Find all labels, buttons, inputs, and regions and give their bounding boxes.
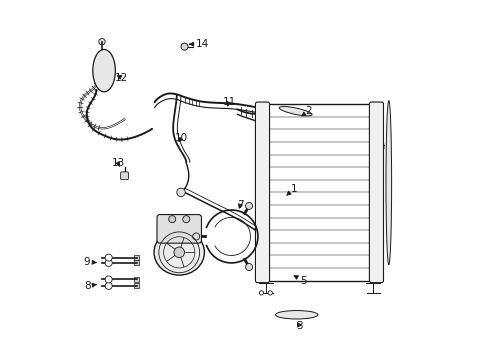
Text: 3: 3 [296,321,302,332]
Text: 12: 12 [115,73,128,83]
Ellipse shape [260,143,265,265]
Circle shape [105,282,112,289]
Circle shape [192,233,199,240]
Text: 8: 8 [83,281,96,291]
FancyBboxPatch shape [255,102,269,283]
Text: 10: 10 [175,133,188,143]
Text: 2: 2 [301,106,311,116]
Circle shape [99,39,105,45]
Bar [267,104,371,280]
Circle shape [174,247,184,258]
Text: 1: 1 [286,184,297,195]
Circle shape [105,254,112,261]
Circle shape [245,264,252,270]
Circle shape [176,188,185,197]
Ellipse shape [275,311,317,319]
Bar [134,255,139,260]
FancyBboxPatch shape [121,172,128,180]
Text: 7: 7 [237,200,243,210]
Bar [134,277,139,282]
Circle shape [245,202,252,210]
Text: 4: 4 [256,165,262,174]
Circle shape [259,291,263,295]
Text: 13: 13 [111,158,124,168]
Text: 9: 9 [83,257,96,267]
FancyBboxPatch shape [157,215,201,243]
Text: 5: 5 [293,275,306,285]
FancyBboxPatch shape [368,102,383,283]
Ellipse shape [93,49,115,92]
Circle shape [181,43,188,50]
Circle shape [267,291,272,295]
Text: 14: 14 [189,39,208,49]
Text: 4: 4 [378,140,385,150]
Circle shape [105,276,112,283]
Ellipse shape [154,230,204,275]
Text: 6: 6 [174,219,181,229]
Bar [134,283,139,288]
Ellipse shape [385,101,391,265]
Bar [134,260,139,265]
Circle shape [168,216,175,223]
Ellipse shape [279,107,311,116]
Circle shape [105,259,112,266]
Circle shape [183,216,189,223]
Text: 11: 11 [222,98,235,107]
